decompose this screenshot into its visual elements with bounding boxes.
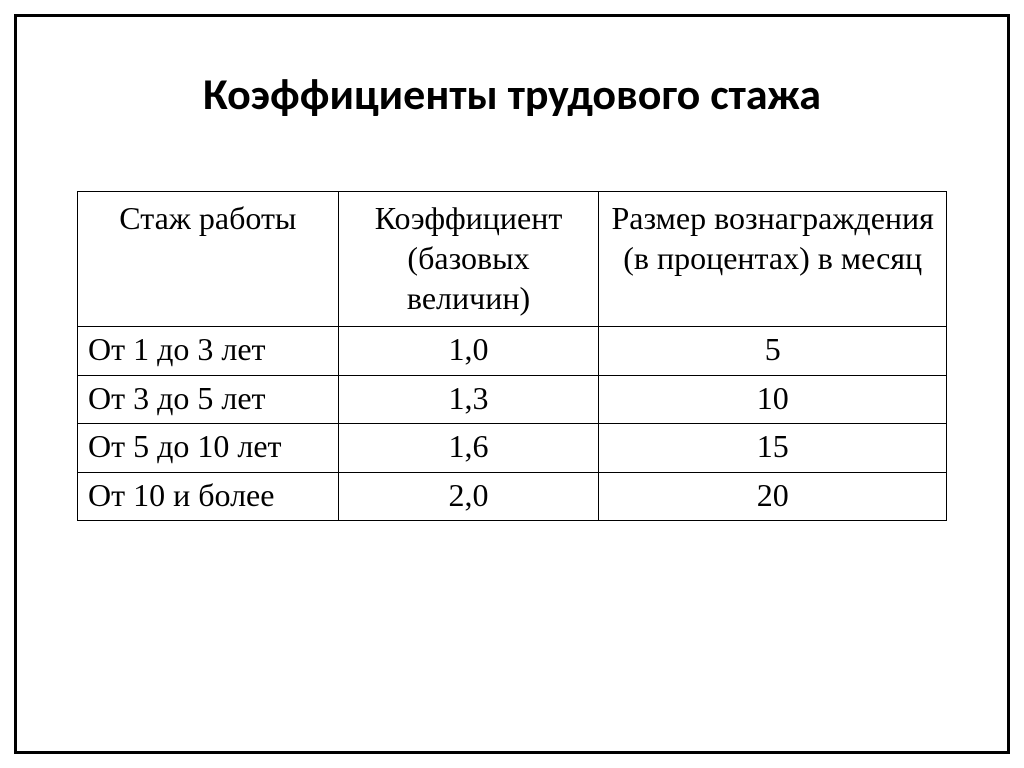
cell-coefficient: 1,3: [338, 375, 599, 424]
column-header-coefficient: Коэффициент (базовых величин): [338, 192, 599, 327]
cell-reward: 20: [599, 472, 947, 521]
table-row: От 10 и более 2,0 20: [78, 472, 947, 521]
cell-reward: 10: [599, 375, 947, 424]
cell-coefficient: 2,0: [338, 472, 599, 521]
table-row: От 5 до 10 лет 1,6 15: [78, 424, 947, 473]
column-header-reward: Размер вознаграждения (в процентах) в ме…: [599, 192, 947, 327]
column-header-experience: Стаж работы: [78, 192, 339, 327]
table-row: От 3 до 5 лет 1,3 10: [78, 375, 947, 424]
table-container: Стаж работы Коэффициент (базовых величин…: [67, 191, 957, 521]
cell-experience: От 1 до 3 лет: [78, 327, 339, 376]
cell-coefficient: 1,0: [338, 327, 599, 376]
coefficients-table: Стаж работы Коэффициент (базовых величин…: [77, 191, 947, 521]
cell-reward: 15: [599, 424, 947, 473]
cell-experience: От 5 до 10 лет: [78, 424, 339, 473]
cell-reward: 5: [599, 327, 947, 376]
slide-frame: Коэффициенты трудового стажа Стаж работы…: [14, 14, 1010, 754]
cell-experience: От 10 и более: [78, 472, 339, 521]
page-title: Коэффициенты трудового стажа: [67, 67, 957, 121]
cell-experience: От 3 до 5 лет: [78, 375, 339, 424]
cell-coefficient: 1,6: [338, 424, 599, 473]
table-header-row: Стаж работы Коэффициент (базовых величин…: [78, 192, 947, 327]
table-row: От 1 до 3 лет 1,0 5: [78, 327, 947, 376]
